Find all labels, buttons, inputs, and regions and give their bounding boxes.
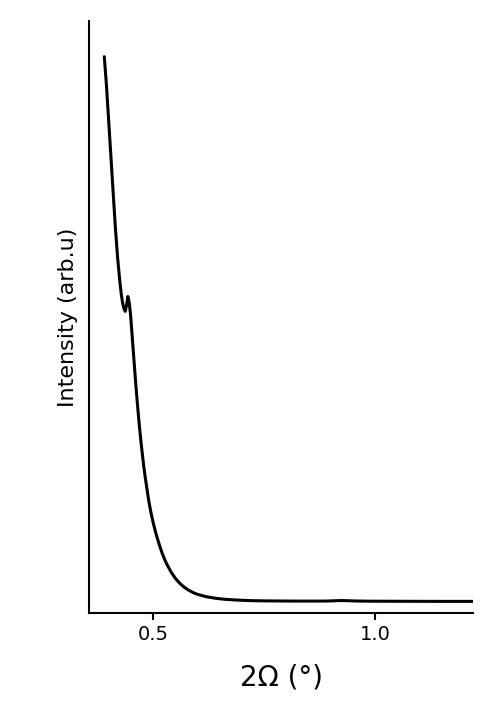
- Y-axis label: Intensity (arb.u): Intensity (arb.u): [58, 228, 77, 407]
- X-axis label: 2Ω (°): 2Ω (°): [240, 663, 322, 692]
